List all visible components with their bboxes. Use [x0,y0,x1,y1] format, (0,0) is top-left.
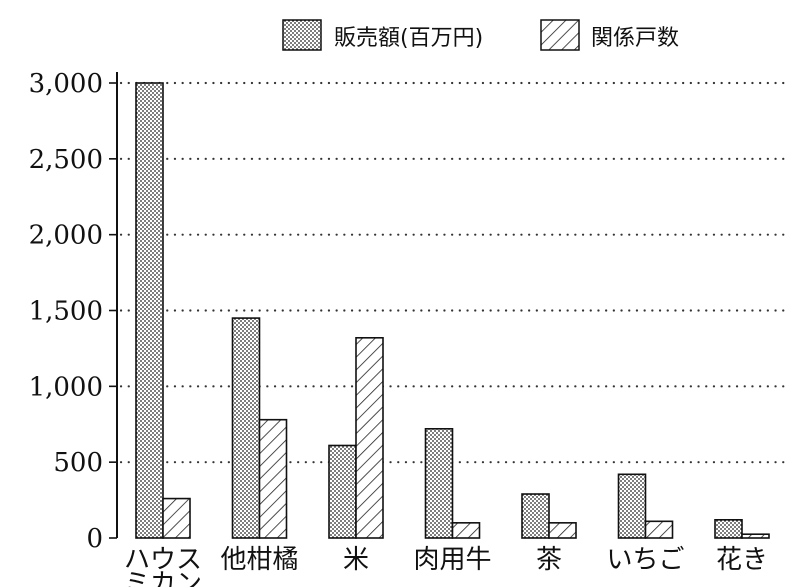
y-axis-ticks: 0 500 1,000 1,500 2,000 2,500 3,000 [29,69,117,554]
bar-sales [424,427,454,539]
x-category-label: 米 [343,545,369,575]
legend-swatch-sales [282,19,322,51]
y-tick-label: 2,000 [29,221,103,251]
bars [135,82,770,539]
x-category-label: 他柑橘 [220,545,298,575]
bar-sales [521,493,550,539]
x-category-label: ミカン [124,569,202,587]
y-tick-label: 0 [86,524,103,554]
x-category-label: ハウス [124,545,202,575]
bar-households [162,497,191,539]
gridlines [119,81,792,464]
x-category-label: いちご [606,545,684,575]
y-tick-label: 1,500 [29,297,103,327]
bar-households [258,418,288,539]
bar-sales [617,473,647,539]
bar-sales [714,518,743,539]
y-tick-label: 2,500 [29,145,103,175]
x-category-label: 肉用牛 [413,545,491,575]
bar-households [644,520,674,539]
x-category-label: 花き [716,545,768,575]
y-tick-label: 1,000 [29,372,103,402]
legend-label-households: 関係戸数 [591,26,679,51]
legend: 販売額(百万円) 関係戸数 [282,19,679,51]
legend-label-sales: 販売額(百万円) [334,26,483,51]
legend-swatch-households [540,19,580,51]
bar-sales [328,444,357,539]
y-tick-label: 3,000 [29,69,103,99]
bar-households [741,533,770,539]
bar-households [451,522,481,539]
bar-households [548,522,577,539]
bar-sales [231,317,261,539]
bar-households [355,336,384,539]
bar-sales [135,82,164,539]
x-category-label: 茶 [536,545,562,575]
y-tick-label: 500 [53,448,103,478]
